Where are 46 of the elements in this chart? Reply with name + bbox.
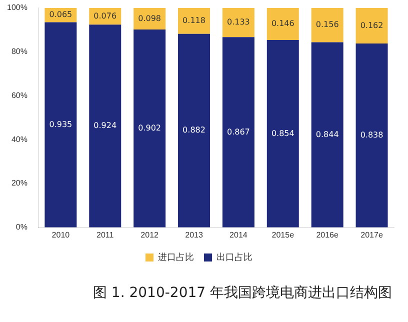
bar [356,8,388,44]
y-tick-label: 80% [11,47,28,56]
y-tick-label: 60% [11,90,28,100]
y-tick-label: 100% [6,3,28,12]
data-label: 0.844 [316,130,339,139]
legend-label: 出口占比 [216,252,252,262]
data-label: 0.162 [360,20,384,30]
bar [266,40,299,228]
bar [311,8,344,42]
y-tick-label: 0% [16,222,28,232]
bar [178,8,210,34]
data-label: 0.118 [182,16,206,26]
x-tick-label: 2015e [272,230,295,240]
x-tick-label: 2010 [52,230,70,240]
caption: 图 1. 2010-2017 年我国跨境电商进出口结构图 [92,284,393,302]
data-label: 0.867 [227,127,250,136]
bar [89,24,122,228]
x-tick-label: 2013 [185,230,204,240]
y-tick-label: 20% [11,178,28,188]
bar [44,22,77,228]
data-label: 0.882 [182,126,206,135]
bar [222,37,254,228]
x-tick-label: 2016e [316,230,340,240]
data-label: 0.065 [49,10,72,20]
data-label: 0.133 [227,18,250,27]
data-label: 0.902 [138,124,162,133]
x-tick-label: 2012 [140,230,160,240]
bar [356,44,388,228]
x-tick-label: 2011 [96,230,114,240]
x-tick-label: 2017e [360,230,384,240]
bar [178,34,210,228]
data-label: 0.935 [49,120,72,129]
data-label: 0.076 [94,11,117,20]
bar [222,8,254,38]
legend-label: 进口占比 [158,252,194,262]
data-label: 0.924 [94,121,117,130]
bar [266,8,299,40]
data-label: 0.098 [138,14,162,23]
bar [311,42,344,228]
data-label: 0.156 [316,20,339,30]
x-tick-label: 2014 [230,230,248,240]
data-label: 0.838 [360,130,384,140]
y-tick-label: 40% [11,134,28,144]
data-label: 0.146 [271,19,294,28]
data-label: 0.854 [271,128,294,138]
bar [134,30,166,228]
